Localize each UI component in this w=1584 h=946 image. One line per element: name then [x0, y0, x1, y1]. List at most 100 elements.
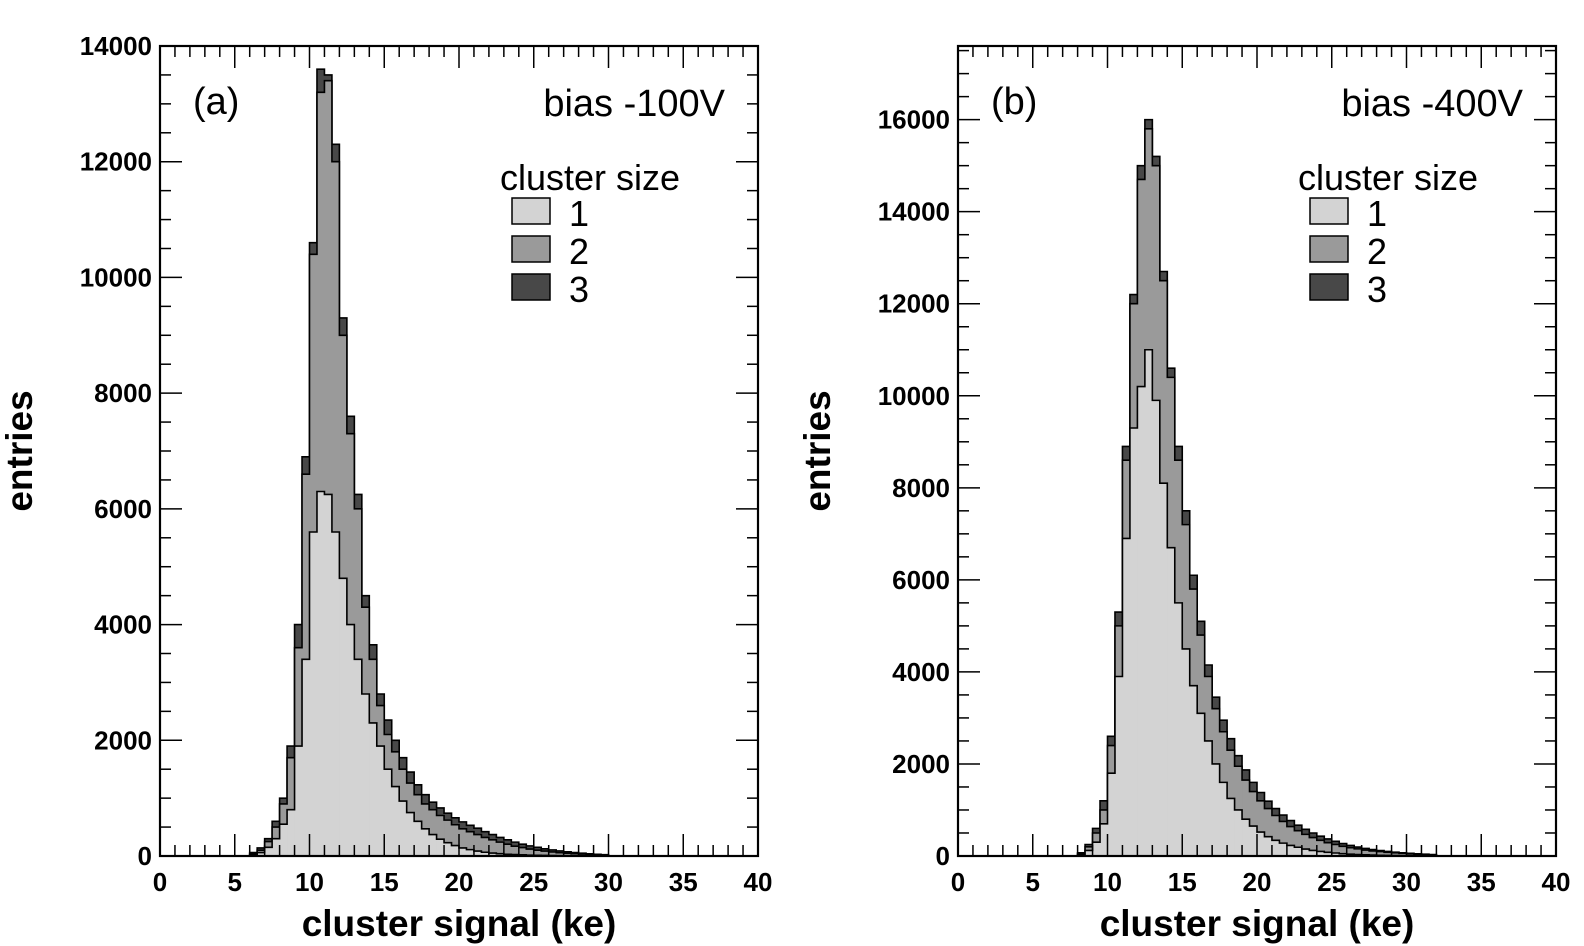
bar-size-1-bin-18-a	[384, 769, 393, 856]
bar-size-2-bin-25-a	[436, 815, 445, 856]
bar-size-2-bin-31-b	[1309, 837, 1318, 856]
bar-size-2-bin-41-b	[1384, 852, 1392, 856]
bar-size-1-bin-28-a	[459, 847, 467, 856]
bar-size-1-bin-8-a	[309, 532, 318, 856]
legend-swatch-size-3-a	[511, 273, 551, 301]
bar-size-2-bin-34-a	[503, 844, 512, 856]
x-tick-label-20-b: 20	[1243, 867, 1272, 897]
bar-size-2-bin-27-b	[1279, 821, 1288, 856]
x-tick-label-0-a: 0	[153, 867, 167, 897]
bar-size-1-bin-31-a	[481, 852, 490, 856]
bar-size-2-bin-43-b	[1399, 853, 1407, 856]
bar-size-1-bin-5-b	[1114, 676, 1123, 856]
bar-size-2-bin-32-a	[488, 839, 497, 856]
bar-size-2-bin-28-b	[1286, 826, 1295, 856]
bar-size-1-bin-27-a	[451, 845, 460, 856]
legend-swatch-size-1-b	[1309, 197, 1349, 225]
bar-size-2-bin-35-a	[511, 846, 520, 856]
bar-size-1-bin-35-b	[1339, 853, 1348, 856]
bar-size-1-bin-21-a	[406, 812, 415, 856]
legend-swatch-size-1-a	[511, 197, 551, 225]
legend-label-size-2-b: 2	[1367, 231, 1387, 272]
bar-size-2-bin-25-b	[1264, 808, 1273, 856]
bar-size-1-bin-29-a	[466, 849, 475, 856]
y-tick-label-0-a: 0	[138, 841, 152, 871]
y-tick-label-4000-b: 4000	[892, 657, 950, 687]
bar-size-1-bin-6-b	[1122, 538, 1131, 856]
bar-size-1-bin-1-b	[1085, 850, 1093, 856]
bar-size-2-bin-44-b	[1406, 853, 1415, 856]
bar-size-2-bin-30-b	[1301, 834, 1310, 856]
bar-size-1-bin-31-b	[1309, 850, 1318, 856]
x-tick-label-40-b: 40	[1542, 867, 1571, 897]
bar-size-2-bin-11-a	[331, 161, 340, 856]
x-tick-label-15-b: 15	[1168, 867, 1197, 897]
y-tick-label-10000-b: 10000	[878, 381, 950, 411]
bar-size-2-bin-24-b	[1257, 800, 1265, 856]
x-tick-labels-a: 0 5 10 15 20 25 30 35 40	[153, 867, 773, 897]
bar-size-1-bin-24-a	[429, 834, 437, 856]
legend-b: cluster size 1 2 3	[1298, 157, 1478, 310]
bar-size-1-bin-13-a	[346, 624, 355, 856]
legend-swatch-size-2-b	[1309, 235, 1349, 263]
bar-size-1-bin-20-a	[399, 801, 408, 856]
bar-size-2-bin-34-b	[1331, 844, 1340, 856]
bar-size-1-bin-7-a	[302, 659, 310, 856]
bar-size-1-bin-4-a	[279, 824, 288, 856]
bar-size-1-bin-11-a	[331, 532, 340, 856]
bar-size-2-bin-39-b	[1369, 850, 1377, 856]
bar-size-1-bin-5-a	[287, 809, 295, 856]
bar-size-2-bin-39-a	[541, 851, 550, 856]
y-tick-labels-b: 0 2000 4000 6000 8000 10000 12000 14000 16000	[878, 105, 950, 871]
y-tick-label-2000-a: 2000	[94, 725, 152, 755]
x-tick-label-35-a: 35	[669, 867, 698, 897]
bar-size-2-bin-29-b	[1294, 830, 1303, 856]
y-tick-label-10000-a: 10000	[80, 262, 152, 292]
y-tick-labels-a: 0 2000 4000 6000 8000 10000 12000 14000	[80, 31, 152, 871]
bar-size-1-bin-16-b	[1197, 713, 1206, 856]
x-tick-label-10-b: 10	[1093, 867, 1122, 897]
bar-size-2-bin-37-a	[526, 849, 535, 856]
x-tick-label-30-a: 30	[594, 867, 623, 897]
bar-size-1-bin-22-a	[414, 821, 423, 856]
bar-size-1-bin-19-b	[1219, 782, 1228, 856]
x-axis-title-a: cluster signal (ke)	[302, 903, 617, 944]
x-tick-label-30-b: 30	[1392, 867, 1421, 897]
y-tick-label-2000-b: 2000	[892, 749, 950, 779]
bias-annotation-b: bias -400V	[1341, 83, 1523, 125]
bar-size-1-bin-12-b	[1167, 547, 1176, 856]
bar-size-2-bin-23-b	[1249, 791, 1258, 856]
bar-size-1-bin-32-b	[1316, 851, 1325, 856]
x-tick-label-40-a: 40	[744, 867, 773, 897]
legend-label-size-2-a: 2	[569, 231, 589, 272]
y-tick-label-12000-a: 12000	[80, 147, 152, 177]
bar-size-1-bin-26-a	[444, 842, 452, 856]
bar-size-2-bin-24-a	[429, 809, 437, 856]
bar-size-2-bin-40-b	[1376, 851, 1385, 856]
y-tick-label-16000-b: 16000	[878, 105, 950, 135]
bar-size-1-bin-16-a	[369, 722, 378, 856]
histogram-panel-a: 0 5 10 15 20 25 30 35 40 0 2000 4000 6000 8000 10000 1…	[0, 31, 772, 944]
bar-size-1-bin-15-b	[1189, 685, 1198, 856]
bar-size-1-bin-18-b	[1212, 763, 1221, 856]
bar-size-1-bin-2-a	[264, 847, 273, 856]
y-tick-label-14000-b: 14000	[878, 197, 950, 227]
bar-size-2-bin-27-a	[451, 824, 460, 856]
bar-size-2-bin-42-a	[563, 853, 572, 856]
x-tick-label-25-a: 25	[519, 867, 548, 897]
y-tick-label-6000-a: 6000	[94, 494, 152, 524]
bar-size-1-bin-30-a	[473, 851, 482, 856]
bar-size-1-bin-27-b	[1279, 843, 1288, 856]
bar-size-1-bin-3-a	[272, 838, 280, 856]
bar-size-2-bin-26-a	[444, 820, 452, 856]
bar-size-2-bin-33-b	[1324, 842, 1333, 856]
y-tick-label-6000-b: 6000	[892, 565, 950, 595]
histogram-bars-b	[1076, 118, 1438, 857]
bar-size-1-bin-4-b	[1107, 773, 1116, 856]
bar-size-1-bin-14-b	[1182, 648, 1191, 856]
bar-size-2-bin-5-a	[287, 757, 295, 856]
bar-size-1-bin-23-b	[1249, 826, 1258, 856]
bar-size-1-bin-8-b	[1137, 386, 1146, 856]
bar-size-2-bin-40-a	[548, 851, 557, 856]
